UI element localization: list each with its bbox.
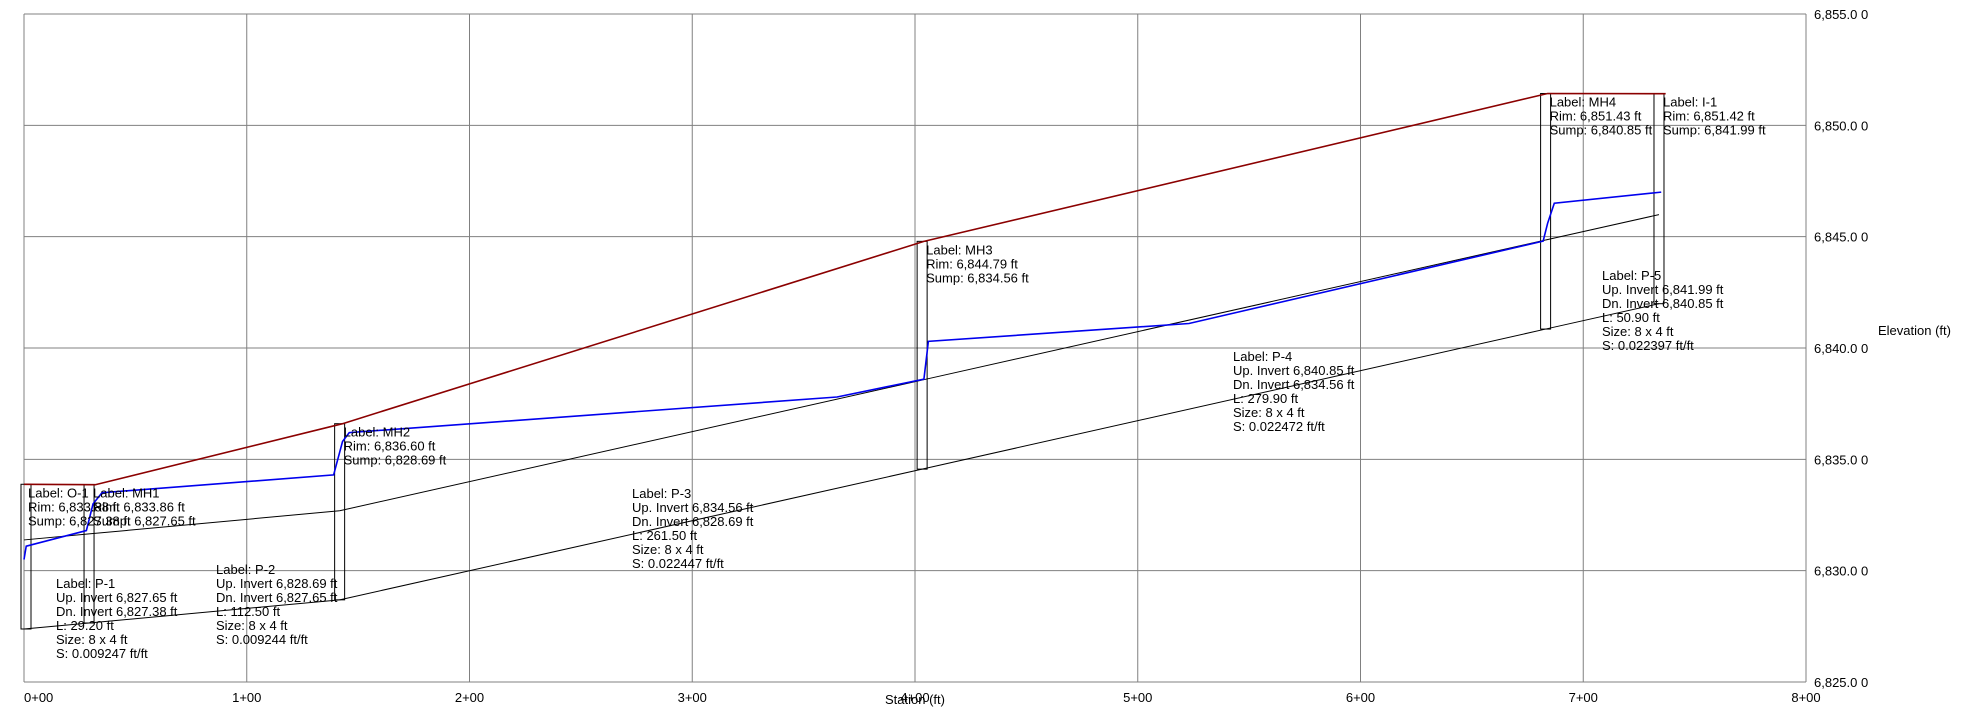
pipe-invert-line [339, 468, 923, 601]
pipe-length-label: L: 29.20 ft [56, 618, 114, 633]
structure-label-label: Label: I-1 [1663, 95, 1717, 110]
pipe-outlines [23, 214, 1660, 630]
pipe-size-label: Size: 8 x 4 ft [1602, 324, 1674, 339]
structure-sump-label: Sump: 6,834.56 ft [926, 270, 1029, 285]
pipe-dn-invert-label: Dn. Invert 6,834.56 ft [1233, 377, 1355, 392]
pipe-up-invert-label: Up. Invert 6,834.56 ft [632, 500, 754, 515]
x-tick-label: 3+00 [678, 690, 707, 705]
structure-sump-label: Sump: 6,827.65 ft [93, 514, 196, 529]
pipe-dn-invert-label: Dn. Invert 6,827.38 ft [56, 604, 178, 619]
pipe-up-invert-label: Up. Invert 6,828.69 ft [216, 576, 338, 591]
pipe-up-invert-label: Up. Invert 6,840.85 ft [1233, 363, 1355, 378]
pipe-size-label: Size: 8 x 4 ft [216, 618, 288, 633]
pipe-crown-line [1545, 214, 1660, 241]
structure-label-label: Label: MH2 [344, 425, 410, 440]
pipe-label-label: Label: P-1 [56, 576, 115, 591]
pipe-invert-line [88, 599, 340, 624]
structure-rim-label: Rim: 6,833.86 ft [93, 500, 185, 515]
pipe-up-invert-label: Up. Invert 6,827.65 ft [56, 590, 178, 605]
pipe-invert-line [1545, 303, 1660, 330]
structure-outlines [20, 92, 1665, 630]
profile-lines [23, 92, 1666, 560]
pipe-label-label: Label: P-5 [1602, 268, 1661, 283]
pipe-slope-label: S: 0.022397 ft/ft [1602, 338, 1694, 353]
pipe-crown-line [922, 239, 1546, 381]
pipe-length-label: L: 50.90 ft [1602, 310, 1660, 325]
structure-label-label: Label: O-1 [28, 485, 89, 500]
structure-sump-label: Sump: 6,828.69 ft [344, 453, 447, 468]
x-tick-label: 6+00 [1346, 690, 1375, 705]
x-tick-label: 4+00 [900, 690, 929, 705]
pipe-label-label: Label: P-2 [216, 562, 275, 577]
structure-rim-label: Rim: 6,833.88 ft [28, 499, 120, 514]
structure-sump-label: Sump: 6,841.99 ft [1663, 123, 1766, 138]
pipe-size-label: Size: 8 x 4 ft [632, 542, 704, 557]
pipe-slope-label: S: 0.009247 ft/ft [56, 646, 148, 661]
pipe-size-label: Size: 8 x 4 ft [1233, 405, 1305, 420]
x-tick-label: 2+00 [455, 690, 484, 705]
pipe-slope-label: S: 0.009244 ft/ft [216, 632, 308, 647]
y-tick-label: 6,830.0 0 [1814, 564, 1868, 579]
structure-rim-label: Rim: 6,851.42 ft [1663, 109, 1755, 124]
pipe-label-label: Label: P-4 [1233, 349, 1292, 364]
pipe-slope-label: S: 0.022472 ft/ft [1233, 419, 1325, 434]
x-tick-label: 5+00 [1123, 690, 1152, 705]
pipe-size-label: Size: 8 x 4 ft [56, 632, 128, 647]
x-axis-title: Station (ft) [885, 692, 945, 707]
pipe-label-label: Label: P-3 [632, 486, 691, 501]
structure-label-label: Label: MH3 [926, 242, 992, 257]
pipe-length-label: L: 112.50 ft [216, 604, 280, 619]
pipe-length-label: L: 279.90 ft [1233, 391, 1298, 406]
y-axis-title: Elevation (ft) [1878, 323, 1951, 338]
y-tick-label: 6,850.0 0 [1814, 118, 1868, 133]
pipe-crown-line [339, 379, 923, 512]
y-tick-label: 6,845.0 0 [1814, 230, 1868, 245]
pipe-slope-label: S: 0.022447 ft/ft [632, 556, 724, 571]
y-tick-label: 6,840.0 0 [1814, 341, 1868, 356]
pipe-invert-line [922, 328, 1546, 470]
hydraulic-grade-line [23, 191, 1662, 560]
y-tick-label: 6,835.0 0 [1814, 452, 1868, 467]
structure-label-label: Label: MH4 [1550, 94, 1616, 109]
pipe-length-label: L: 261.50 ft [632, 528, 697, 543]
ground-profile-line [23, 92, 1666, 486]
x-tick-label: 0+00 [24, 690, 53, 705]
pipe-up-invert-label: Up. Invert 6,841.99 ft [1602, 282, 1724, 297]
pipe-dn-invert-label: Dn. Invert 6,840.85 ft [1602, 296, 1724, 311]
y-tick-label: 6,855.0 0 [1814, 7, 1868, 22]
pipe-crown-line [88, 510, 340, 535]
x-tick-label: 7+00 [1569, 690, 1598, 705]
structure-rim-label: Rim: 6,851.43 ft [1550, 108, 1642, 123]
structure-rim-label: Rim: 6,844.79 ft [926, 256, 1018, 271]
pipe-dn-invert-label: Dn. Invert 6,827.65 ft [216, 590, 338, 605]
tick-labels: 0+00 1+00 2+00 3+00 4+00 5+00 6+00 7+00 8+006,82… [24, 7, 1868, 705]
pipe-crown-line [23, 533, 90, 541]
grid [23, 13, 1807, 683]
x-tick-label: 1+00 [232, 690, 261, 705]
pipe-invert-line [23, 622, 90, 630]
structure-sump-label: Sump: 6,827.38 ft [28, 513, 131, 528]
x-tick-label: 8+00 [1791, 690, 1820, 705]
pipe-dn-invert-label: Dn. Invert 6,828.69 ft [632, 514, 754, 529]
y-tick-label: 6,825.0 0 [1814, 675, 1868, 690]
structure-sump-label: Sump: 6,840.85 ft [1550, 122, 1653, 137]
structure-rim-label: Rim: 6,836.60 ft [344, 439, 436, 454]
structure-label-label: Label: MH1 [93, 486, 159, 501]
